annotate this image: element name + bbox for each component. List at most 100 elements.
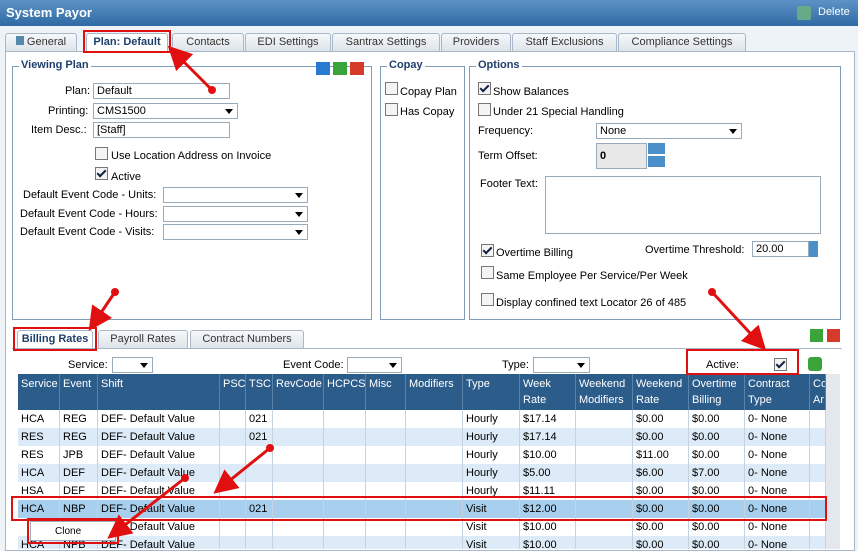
footer-textarea[interactable] xyxy=(545,176,821,234)
checkbox[interactable] xyxy=(774,358,787,371)
column-header: PSC xyxy=(220,374,246,410)
tab[interactable]: Staff Exclusions xyxy=(512,33,617,51)
table-cell: 0- None xyxy=(745,410,810,428)
tab[interactable]: Plan: Default xyxy=(86,33,168,51)
remove-button[interactable] xyxy=(350,62,364,75)
select[interactable] xyxy=(347,357,402,373)
tab[interactable]: Compliance Settings xyxy=(618,33,746,51)
table-cell xyxy=(810,410,826,428)
tab[interactable]: General xyxy=(5,33,77,51)
spin-up[interactable] xyxy=(648,143,665,154)
table-cell: RES xyxy=(18,428,60,446)
checkbox[interactable] xyxy=(478,103,491,116)
term-input[interactable]: 0 xyxy=(596,143,647,169)
table-cell: DEF- Default Value xyxy=(98,446,220,464)
table-cell xyxy=(576,518,633,536)
table-cell: HCA xyxy=(18,410,60,428)
filter-label: Type: xyxy=(502,359,529,371)
subtab[interactable]: Billing Rates xyxy=(17,330,93,348)
select[interactable] xyxy=(163,187,308,203)
column-header: RevCode xyxy=(273,374,324,410)
select[interactable] xyxy=(112,357,153,373)
table-cell: DEF- Default Value xyxy=(98,428,220,446)
table-cell: 0- None xyxy=(745,482,810,500)
tab[interactable]: Providers xyxy=(441,33,511,51)
table-cell xyxy=(406,446,463,464)
table-cell: $10.00 xyxy=(520,446,576,464)
delete-icon[interactable] xyxy=(797,6,811,20)
table-cell: 0- None xyxy=(745,518,810,536)
table-cell: $0.00 xyxy=(689,482,745,500)
table-cell: HCA xyxy=(18,500,60,518)
table-cell xyxy=(324,536,366,549)
item-input[interactable]: [Staff] xyxy=(93,122,230,138)
add-button[interactable] xyxy=(810,329,823,342)
threshold-input[interactable]: 20.00 xyxy=(752,241,809,257)
checkbox[interactable] xyxy=(478,82,491,95)
checkbox-label: Show Balances xyxy=(493,86,569,98)
table-cell xyxy=(246,518,273,536)
checkbox[interactable] xyxy=(95,147,108,160)
checkbox[interactable] xyxy=(481,244,494,257)
select[interactable] xyxy=(533,357,590,373)
table-cell xyxy=(220,500,246,518)
subtab[interactable]: Payroll Rates xyxy=(98,330,188,348)
scrollbar[interactable] xyxy=(826,374,840,549)
add-button[interactable] xyxy=(333,62,347,75)
tab-label: General xyxy=(26,36,67,48)
select[interactable] xyxy=(163,224,308,240)
table-cell: 021 xyxy=(246,500,273,518)
checkbox[interactable] xyxy=(385,103,398,116)
tab[interactable]: Santrax Settings xyxy=(332,33,440,51)
table-cell xyxy=(406,482,463,500)
table-cell xyxy=(576,428,633,446)
filter-label: Service: xyxy=(68,359,108,371)
spin[interactable] xyxy=(809,241,818,257)
printing-select[interactable]: CMS1500 xyxy=(93,103,238,119)
table-cell xyxy=(324,464,366,482)
subtab[interactable]: Contract Numbers xyxy=(190,330,304,348)
delete-button[interactable]: Delete xyxy=(818,6,850,18)
table-cell: $0.00 xyxy=(689,500,745,518)
table-cell xyxy=(366,428,406,446)
column-header: Week Rate xyxy=(520,374,576,410)
highlight-boxes xyxy=(11,30,827,544)
column-header: Type xyxy=(463,374,520,410)
column-header: Service xyxy=(18,374,60,410)
column-header: TSC xyxy=(246,374,273,410)
table-cell xyxy=(576,482,633,500)
column-header: Contract Type xyxy=(745,374,810,410)
checkbox[interactable] xyxy=(95,167,108,180)
refresh-button[interactable] xyxy=(808,357,822,371)
context-menu-item[interactable]: Clone xyxy=(30,521,116,541)
table-cell: $17.14 xyxy=(520,410,576,428)
table-cell: $5.00 xyxy=(520,464,576,482)
label: Default Event Code - Visits: xyxy=(20,226,155,238)
table-cell: 021 xyxy=(246,428,273,446)
table-cell: $7.00 xyxy=(689,464,745,482)
checkbox[interactable] xyxy=(481,266,494,279)
table-cell xyxy=(324,518,366,536)
column-header: HCPCS xyxy=(324,374,366,410)
table-cell xyxy=(273,518,324,536)
table-cell xyxy=(406,536,463,549)
table-cell xyxy=(406,410,463,428)
checkbox[interactable] xyxy=(481,293,494,306)
spin-down[interactable] xyxy=(648,156,665,167)
go-button[interactable] xyxy=(316,62,330,75)
plan-input[interactable]: Default xyxy=(93,83,230,99)
checkbox[interactable] xyxy=(385,82,398,95)
table-cell xyxy=(273,536,324,549)
tab[interactable]: EDI Settings xyxy=(245,33,331,51)
column-header: Shift xyxy=(98,374,220,410)
table-cell: DEF- Default Value xyxy=(98,410,220,428)
label: Printing: xyxy=(48,105,89,117)
table-cell: DEF xyxy=(60,482,98,500)
remove-button[interactable] xyxy=(827,329,840,342)
table-cell: $17.14 xyxy=(520,428,576,446)
table-cell: Hourly xyxy=(463,482,520,500)
select[interactable] xyxy=(163,206,308,222)
frequency-select[interactable]: None xyxy=(596,123,742,139)
column-header: Weekend Modifiers xyxy=(576,374,633,410)
